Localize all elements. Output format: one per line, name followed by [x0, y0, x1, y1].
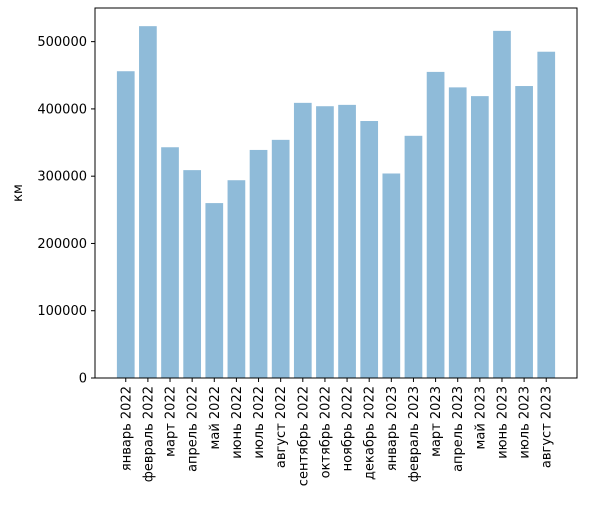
x-tick-label: февраль 2023	[407, 386, 422, 482]
bar-20	[537, 51, 556, 379]
bar-13	[382, 173, 401, 378]
bar-9	[293, 102, 312, 378]
x-tick-label: январь 2023	[385, 386, 400, 471]
x-tick-label: март 2023	[429, 386, 444, 457]
x-tick-label: декабрь 2022	[363, 386, 378, 480]
bar-14	[404, 135, 423, 378]
x-tick-label: февраль 2022	[141, 386, 156, 482]
bar-12	[360, 121, 379, 378]
bar-5	[205, 203, 224, 378]
x-tick-label: сентябрь 2022	[296, 386, 311, 486]
y-tick-label: 0	[79, 372, 87, 387]
bar-3	[161, 147, 179, 378]
x-tick-label: апрель 2022	[186, 386, 201, 472]
x-ticks-layer: январь 2022 февраль 2022 март 2022 апрель 2…	[119, 378, 555, 486]
x-tick-label: июль 2023	[518, 386, 533, 459]
y-tick-label: 200000	[37, 237, 87, 252]
x-tick-label: июль 2022	[252, 386, 267, 459]
bar-10	[316, 106, 334, 378]
x-tick-label: август 2022	[274, 386, 289, 468]
bar-15	[426, 71, 445, 378]
bar-4	[183, 170, 202, 378]
x-tick-label: июнь 2023	[495, 386, 510, 459]
x-tick-label: октябрь 2022	[318, 386, 333, 478]
bar-1	[116, 71, 135, 379]
bar-2	[139, 26, 157, 379]
x-tick-label: апрель 2023	[451, 386, 466, 472]
x-tick-label: март 2022	[164, 386, 179, 457]
x-tick-label: январь 2022	[119, 386, 134, 471]
x-tick-label: май 2023	[473, 386, 488, 449]
x-tick-label: ноябрь 2022	[341, 386, 356, 471]
bar-11	[338, 104, 356, 378]
bar-6	[227, 180, 246, 378]
bar-16	[448, 87, 467, 378]
bar-17	[470, 96, 489, 379]
bar-19	[515, 86, 533, 378]
y-tick-label: 100000	[37, 304, 87, 319]
y-axis-label: км	[11, 184, 26, 202]
x-tick-label: май 2022	[208, 386, 223, 449]
y-ticks-layer: 0 100000 200000 300000 400000 500000	[37, 35, 95, 387]
plot-frame	[94, 7, 578, 379]
y-tick-label: 400000	[37, 102, 87, 117]
y-tick-label: 300000	[37, 170, 87, 185]
x-tick-label: август 2023	[540, 386, 555, 468]
y-tick-label: 500000	[37, 35, 87, 50]
bars-layer	[116, 26, 556, 379]
bar-8	[271, 139, 290, 378]
bar-7	[249, 149, 268, 378]
x-tick-label: июнь 2022	[230, 386, 245, 459]
bar-18	[493, 30, 511, 378]
axes-layer	[94, 7, 578, 379]
